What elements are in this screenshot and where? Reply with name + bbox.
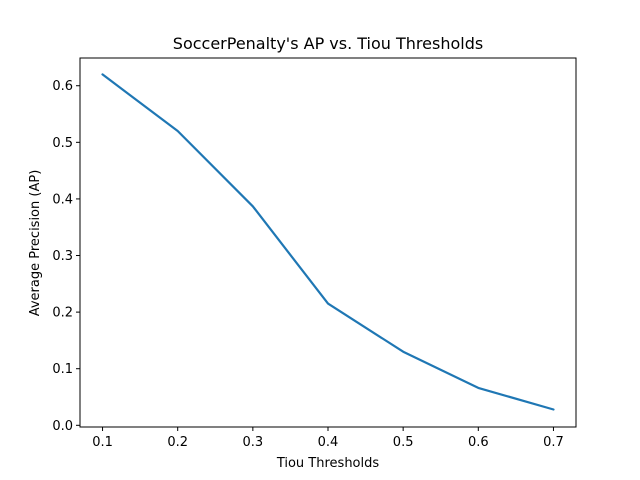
x-tick-label: 0.2 [167,435,188,450]
x-tick-label: 0.4 [318,435,339,450]
x-axis-ticks: 0.1 0.2 0.3 0.4 0.5 0.6 0.7 [92,427,564,450]
y-tick-label: 0.0 [52,419,73,434]
x-tick-label: 0.7 [543,435,564,450]
y-tick-label: 0.2 [52,306,73,321]
x-tick-label: 0.6 [468,435,489,450]
x-tick-label: 0.1 [92,435,113,450]
x-axis-label: Tiou Thresholds [276,456,380,471]
y-tick-label: 0.6 [52,79,73,94]
y-tick-label: 0.1 [52,362,73,377]
y-tick-label: 0.5 [52,136,73,151]
chart-title: SoccerPenalty's AP vs. Tiou Thresholds [173,34,483,53]
x-tick-label: 0.3 [243,435,264,450]
y-tick-label: 0.3 [52,249,73,264]
series-line [101,73,555,411]
y-tick-label: 0.4 [52,192,73,207]
x-tick-label: 0.5 [393,435,414,450]
y-axis-ticks: 0.0 0.1 0.2 0.3 0.4 0.5 0.6 [52,79,80,434]
y-axis-label: Average Precision (AP) [28,170,43,317]
